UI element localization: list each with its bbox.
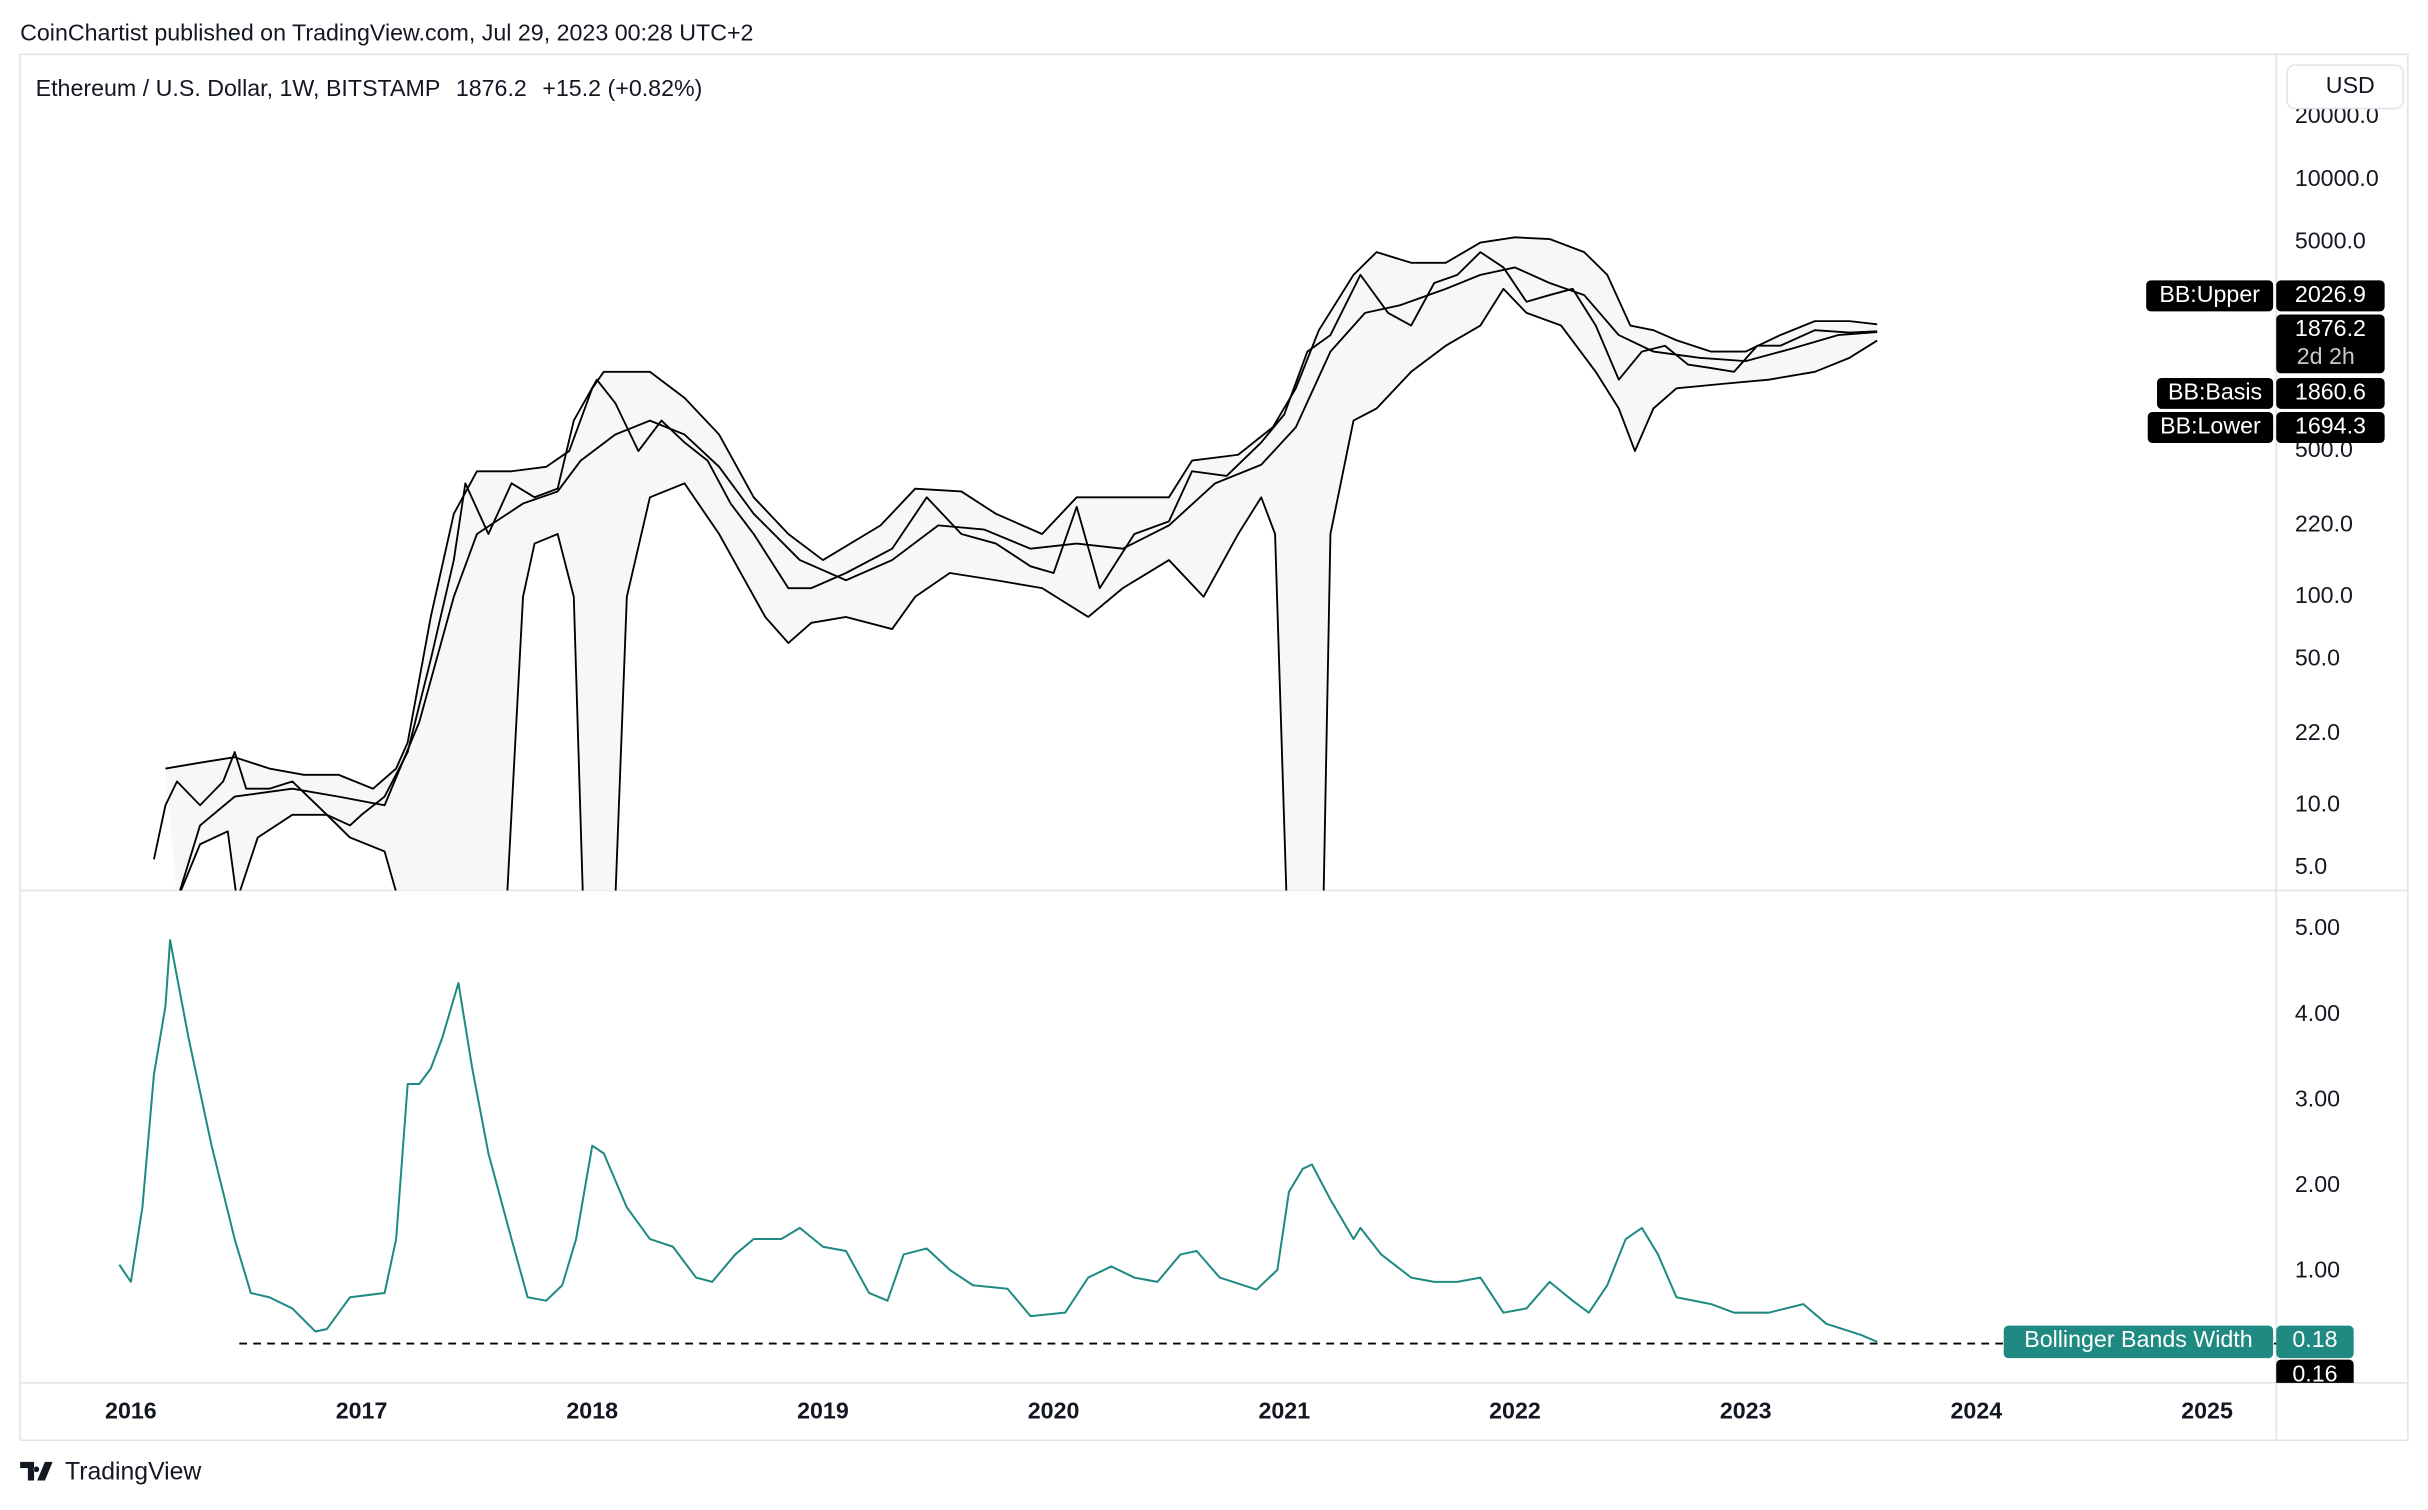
x-tick-label: 2017 (336, 1397, 388, 1423)
y-tick-label: 4.00 (2295, 1000, 2340, 1026)
price-change: +15.2 (+0.82%) (542, 75, 702, 101)
last-price-label: 1876.2 (2295, 315, 2366, 341)
hline-value-label: 0.16 (2292, 1360, 2337, 1386)
axis-labels: 5.010.022.050.0100.0220.0500.05000.01000… (105, 102, 2385, 1423)
x-tick-label: 2024 (1951, 1397, 2003, 1423)
y-tick-label: 5.0 (2295, 853, 2327, 879)
series-name-box (2147, 412, 2274, 443)
series-line (165, 236, 1878, 790)
series-value-label: 1694.3 (2295, 413, 2366, 439)
x-tick-label: 2023 (1720, 1397, 1772, 1423)
bar-countdown: 2d 2h (2297, 343, 2355, 369)
x-tick-label: 2016 (105, 1397, 157, 1423)
tradingview-logo: TradingView (20, 1458, 201, 1485)
y-tick-label: 220.0 (2295, 511, 2353, 537)
brand: TradingView (65, 1458, 201, 1485)
x-tick-label: 2025 (2181, 1397, 2233, 1423)
price-pane (153, 236, 1878, 891)
currency-label[interactable]: USD (2326, 72, 2375, 98)
series-line (180, 287, 1878, 891)
y-tick-label: 5000.0 (2295, 228, 2366, 254)
y-tick-label: 3.00 (2295, 1085, 2340, 1111)
y-tick-label: 10000.0 (2295, 165, 2379, 191)
currency-button-box[interactable] (2286, 64, 2404, 110)
band-fill (165, 237, 1878, 891)
series-value-box (2276, 412, 2385, 443)
x-tick-label: 2019 (797, 1397, 849, 1423)
indicator-pane (118, 939, 2277, 1345)
indicator-value-label: 0.18 (2292, 1326, 2337, 1352)
y-tick-label: 50.0 (2295, 645, 2340, 671)
series-name-box (2157, 377, 2274, 409)
y-tick-label: 2.00 (2295, 1171, 2340, 1197)
x-tick-label: 2022 (1489, 1397, 1541, 1423)
series-value-label: 2026.9 (2295, 281, 2366, 307)
symbol-title: Ethereum / U.S. Dollar, 1W, BITSTAMP (36, 75, 441, 101)
y-tick-label: 5.00 (2295, 914, 2340, 940)
series-name-label: BB:Upper (2159, 281, 2260, 307)
y-tick-label: 22.0 (2295, 719, 2340, 745)
series-value-label: 1860.6 (2295, 379, 2366, 405)
indicator-value-box (2276, 1325, 2354, 1359)
hline-value-box (2276, 1359, 2354, 1383)
x-tick-label: 2021 (1258, 1397, 1310, 1423)
series-name-label: BB:Lower (2160, 413, 2261, 439)
indicator-name-box (2003, 1325, 2274, 1359)
symbol-legend: Ethereum / U.S. Dollar, 1W, BITSTAMP 1876… (36, 75, 703, 101)
x-tick-label: 2020 (1028, 1397, 1080, 1423)
logo-icon (20, 1461, 53, 1481)
y-tick-label: 100.0 (2295, 582, 2353, 608)
series-name-label: BB:Basis (2168, 379, 2262, 405)
last-price-box (2276, 314, 2385, 374)
x-tick-label: 2018 (566, 1397, 618, 1423)
price-line (153, 251, 1878, 860)
currency-button[interactable]: USD (2286, 64, 2404, 110)
chart-frame (19, 53, 2409, 1441)
y-tick-label: 10.0 (2295, 790, 2340, 816)
y-tick-label: 1.00 (2295, 1257, 2340, 1283)
series-value-box (2276, 377, 2385, 409)
indicator-name-label: Bollinger Bands Width (2024, 1326, 2252, 1352)
series-line (118, 939, 1878, 1343)
series-line (179, 266, 1878, 891)
last-price: 1876.2 (456, 75, 527, 101)
series-value-box (2276, 280, 2385, 312)
published-note: CoinChartist published on TradingView.co… (20, 19, 753, 45)
series-name-box (2146, 280, 2274, 312)
